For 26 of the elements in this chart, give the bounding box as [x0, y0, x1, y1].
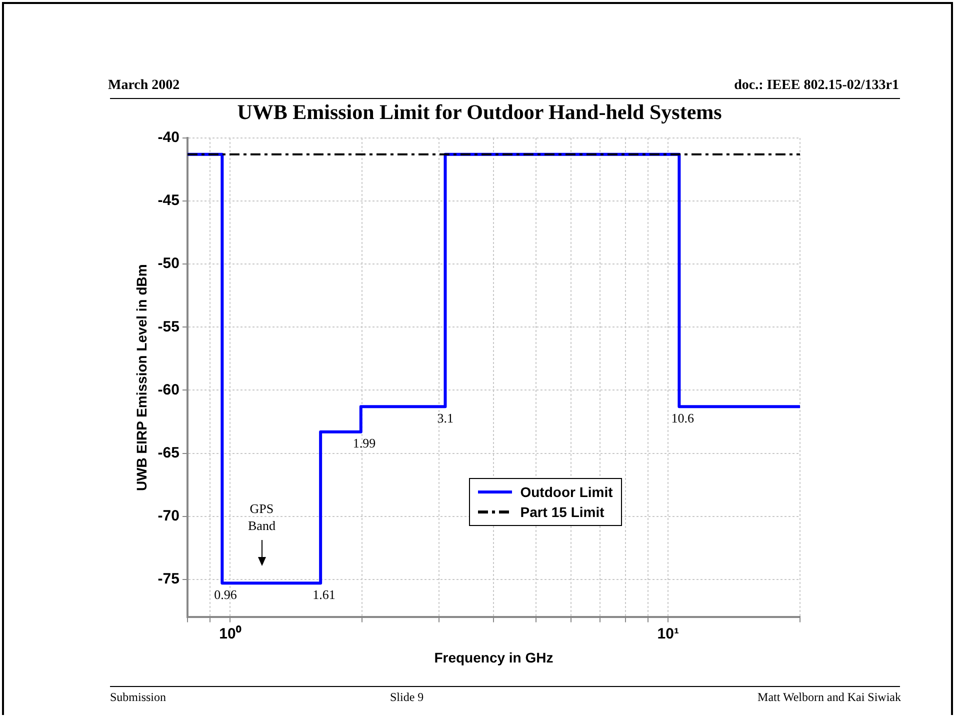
- annotation: 3.1: [437, 410, 454, 426]
- annotation: GPS Band: [248, 500, 276, 534]
- y-tick-label: -45: [158, 192, 180, 210]
- y-tick-label: -75: [158, 570, 180, 588]
- text: doc.: IEEE 802.15-02/133r1: [734, 78, 899, 94]
- x-tick-label: 10¹: [657, 625, 679, 642]
- y-tick-label: -60: [158, 381, 180, 398]
- annotation: 1.61: [312, 587, 336, 602]
- y-axis-title: UWB EIRP Emission Level in dBm: [133, 264, 150, 492]
- x-axis-title: Frequency in GHz: [434, 649, 554, 666]
- x-tick-label: 10⁰: [219, 624, 242, 642]
- y-tick-label: -50: [158, 255, 180, 272]
- text: March 2002: [108, 78, 180, 94]
- text: Matt Welborn and Kai Siwiak: [758, 690, 901, 705]
- y-tick-label: -40: [158, 129, 180, 146]
- y-tick-label: -55: [158, 318, 180, 336]
- y-tick-label: -65: [158, 444, 180, 462]
- legend-label: Outdoor Limit: [520, 484, 613, 500]
- text: Slide 9: [390, 690, 424, 705]
- annotation: 0.96: [214, 587, 238, 602]
- annotation: 1.99: [352, 436, 376, 451]
- legend-label: Part 15 Limit: [520, 504, 604, 520]
- text: Submission: [110, 690, 166, 705]
- y-tick-label: -70: [158, 507, 180, 524]
- annotation: 10.6: [671, 410, 694, 426]
- chart-title: UWB Emission Limit for Outdoor Hand-held Systems: [236, 100, 723, 125]
